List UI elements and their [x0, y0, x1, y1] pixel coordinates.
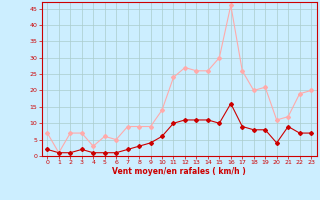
X-axis label: Vent moyen/en rafales ( km/h ): Vent moyen/en rafales ( km/h ): [112, 167, 246, 176]
